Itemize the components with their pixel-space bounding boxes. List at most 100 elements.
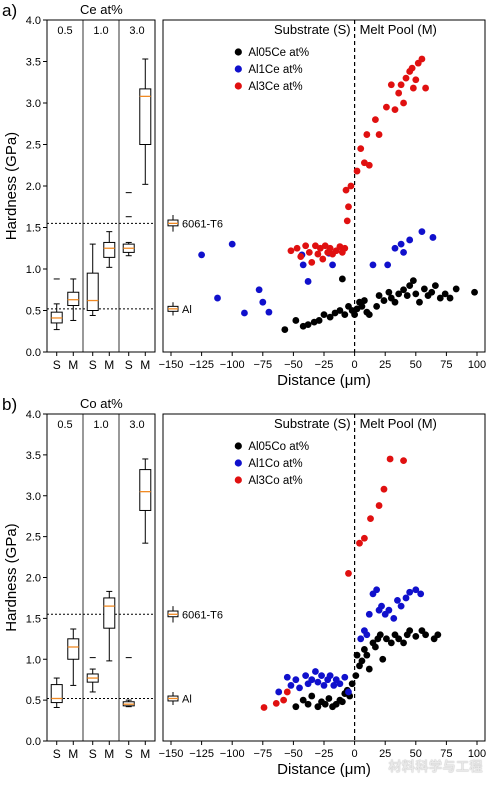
data-point [292, 676, 300, 684]
data-point [397, 240, 405, 248]
data-point [375, 131, 383, 138]
data-point [422, 84, 429, 92]
data-point [375, 502, 383, 509]
boxplot-title: Ce at% [80, 2, 123, 17]
boxplot-title: Co at% [80, 396, 123, 411]
data-point [341, 673, 349, 681]
boxplot-frame [46, 413, 156, 742]
chart-panel-2: b) Hardness (GPa) 0.0 0.5 1.0 1.5 2.0 2.5 3.0 3.5… [2, 395, 486, 778]
data-point [357, 145, 365, 153]
group-label: 3.0 [129, 25, 144, 37]
data-point [436, 294, 444, 302]
data-point [198, 251, 206, 259]
reference-label: Al [182, 693, 192, 705]
x-tick-label: −25 [315, 748, 334, 760]
data-point [391, 244, 399, 252]
legend-label: Al1Ce at% [248, 64, 302, 76]
box-x-tick-label: M [140, 358, 150, 372]
region-label-substrate: Substrate (S) [274, 22, 351, 37]
y-tick-label: 3.0 [26, 98, 41, 110]
data-point [318, 672, 325, 679]
y-tick-label: 1.0 [26, 264, 41, 276]
x-tick-label: 25 [379, 359, 391, 371]
data-point [408, 64, 416, 72]
data-point [384, 261, 392, 269]
data-point [394, 596, 401, 604]
box-iqr [67, 638, 80, 660]
data-point [345, 570, 352, 577]
data-point [304, 278, 312, 285]
reference-box: Al [167, 691, 192, 705]
x-tick-label: 100 [468, 748, 486, 760]
box-x-tick-label: S [53, 358, 61, 372]
data-point [391, 106, 399, 114]
data-point [363, 651, 371, 659]
data-point [365, 311, 373, 319]
box-x-tick-label: S [89, 358, 97, 372]
box-x-tick-label: S [125, 747, 133, 761]
boxplot-box [139, 58, 152, 185]
data-point [379, 655, 387, 663]
data-point [281, 326, 289, 333]
data-point [363, 131, 371, 138]
data-point [406, 588, 414, 596]
data-point [292, 703, 300, 711]
data-point [314, 678, 322, 686]
legend-label: Al05Co at% [248, 441, 309, 453]
y-tick-label: 2.5 [26, 532, 41, 544]
data-point [400, 286, 407, 294]
data-point [372, 116, 379, 123]
data-point [406, 627, 414, 635]
boxplot-box [50, 677, 63, 708]
data-point [402, 74, 410, 82]
chart-panel-1: a) Hardness (GPa) 0.0 0.5 1.0 1.5 2.0 2.5 3.0 3.5… [2, 1, 486, 389]
data-point [412, 586, 420, 594]
box-iqr [67, 291, 80, 307]
data-point [369, 261, 377, 269]
data-point [372, 643, 379, 651]
reference-box: Al [167, 302, 192, 316]
boxplot-box [67, 628, 80, 686]
data-point [412, 76, 420, 84]
data-point [336, 307, 344, 314]
boxplot-box [103, 590, 116, 662]
data-point [351, 311, 358, 319]
x-tick-label: −100 [220, 359, 245, 371]
data-point [241, 309, 248, 317]
data-point [265, 308, 273, 316]
data-point [314, 703, 322, 711]
data-point [302, 242, 310, 250]
data-point [395, 635, 403, 643]
data-point [373, 586, 381, 594]
data-point [308, 692, 316, 700]
data-point [391, 298, 399, 306]
data-point [412, 290, 420, 298]
x-tick-label: −125 [189, 748, 214, 760]
legend-marker [234, 65, 242, 73]
data-point [402, 594, 410, 602]
data-point [280, 696, 288, 704]
data-point [336, 680, 344, 688]
data-point [383, 635, 390, 643]
data-point [345, 688, 352, 696]
group-label: 1.0 [93, 25, 108, 37]
data-point [315, 317, 323, 324]
data-point [347, 182, 355, 190]
reference-label: 6061-T6 [182, 609, 223, 621]
x-tick-label: 50 [410, 359, 422, 371]
y-tick-label: 2.0 [26, 181, 41, 193]
box-iqr [103, 241, 116, 258]
box-iqr [103, 597, 116, 629]
box-iqr [50, 684, 63, 704]
data-point [302, 672, 310, 679]
data-point [312, 668, 319, 675]
reference-label: 6061-T6 [182, 218, 223, 230]
x-axis-label: Distance (μm) [277, 761, 371, 778]
box-x-tick-label: M [68, 747, 78, 761]
series-3 [260, 455, 407, 711]
box-iqr [139, 469, 152, 511]
y-tick-label: 0.0 [26, 347, 41, 359]
region-label-melt-pool: Melt Pool (M) [360, 416, 437, 431]
data-point [386, 455, 394, 463]
